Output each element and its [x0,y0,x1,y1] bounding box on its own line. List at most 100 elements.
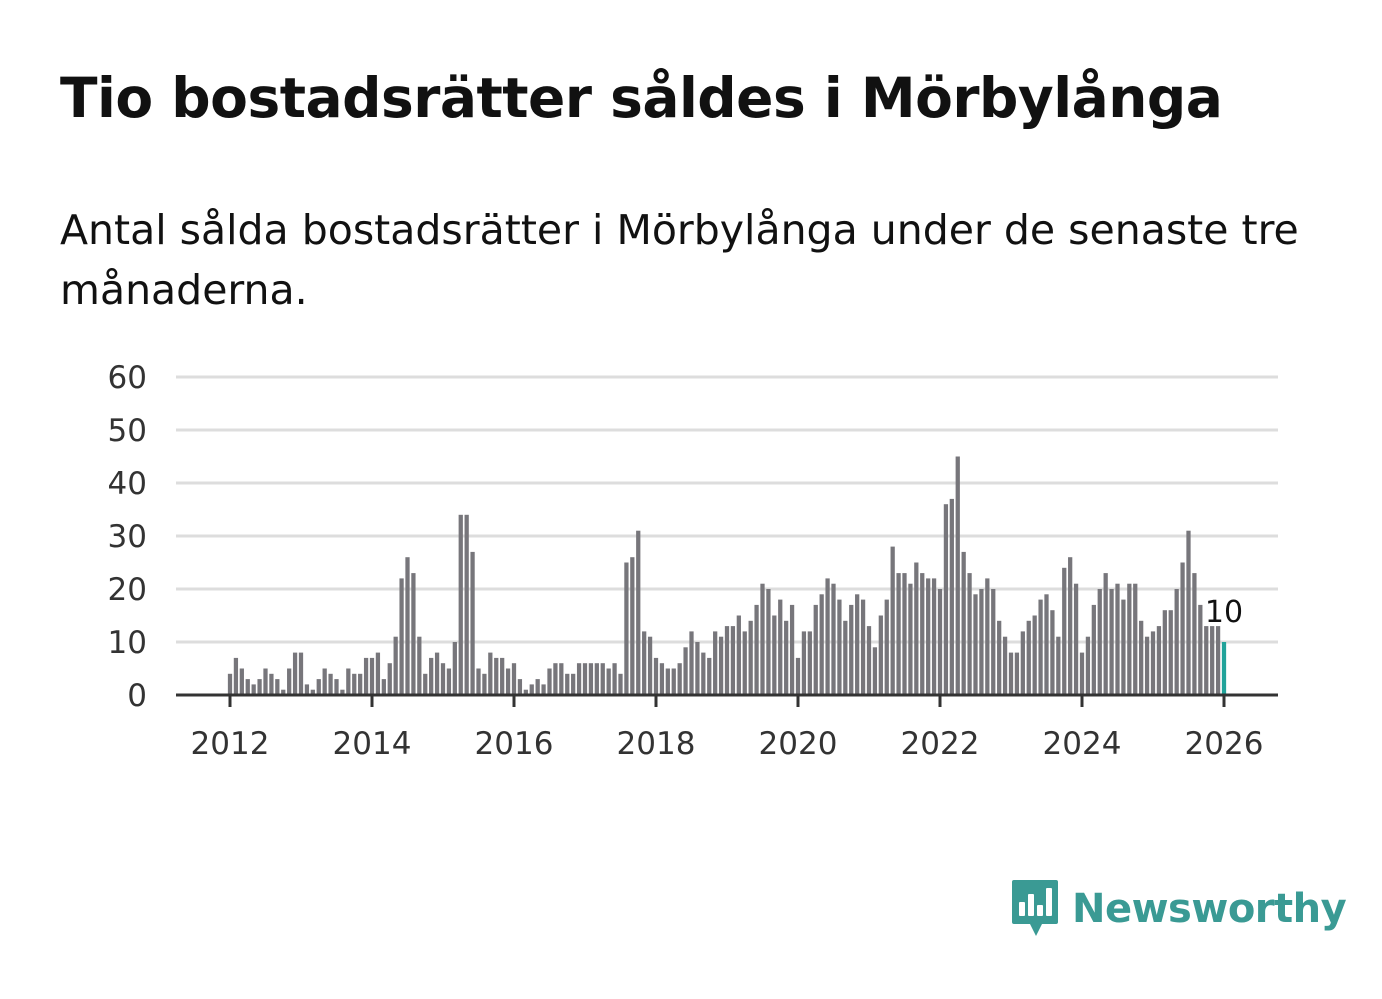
bar [505,668,511,695]
bar [423,673,428,695]
bar [559,663,564,695]
bar [476,668,481,695]
bar [1121,599,1126,695]
bar [825,578,830,695]
bar [440,663,446,695]
bar [831,583,836,695]
bar [257,679,262,695]
bar [695,642,700,695]
bar [381,679,386,695]
bar [1198,604,1203,695]
bar [328,673,333,695]
bar [529,684,534,695]
y-tick-label: 30 [108,519,147,555]
bar [807,631,812,695]
bar [310,689,315,695]
bar [1133,583,1138,695]
bar [340,689,345,695]
bar [860,599,866,695]
bar [292,652,298,695]
bar [612,663,617,695]
bar [269,673,274,695]
bar [701,652,706,695]
bar [1044,594,1049,695]
bar [1150,631,1156,695]
chart-title: Tio bostadsrätter såldes i Mörbylånga [60,66,1223,130]
bar [937,589,943,695]
x-axis-labels: 2012 2014 2016 2018 2020 2022 2024 2026 [191,726,1264,762]
bar [724,626,730,695]
bar [275,679,280,695]
bar [718,636,724,695]
bar [819,594,824,695]
bar [943,504,949,695]
bar [665,668,670,695]
bar [417,636,422,695]
bar [760,583,765,695]
bar [1210,626,1215,695]
x-tick-label: 2012 [191,726,270,762]
bar [387,663,392,695]
bar [671,668,676,695]
bar [967,573,972,695]
bar [795,657,801,695]
bar [973,594,978,695]
bar [730,626,736,695]
bar [375,652,381,695]
bar [1192,573,1197,695]
bar [1026,620,1031,695]
bar [298,652,304,695]
bar [1014,652,1020,695]
bar [813,604,818,695]
bar [890,546,895,695]
bar [991,589,996,695]
bar [1038,599,1043,695]
bar [352,673,357,695]
bar [1115,583,1120,695]
bar [1204,626,1209,695]
x-tick-label: 2016 [475,726,554,762]
bar [1050,610,1055,695]
x-tick-label: 2022 [901,726,980,762]
x-axis-ticks [228,695,1226,707]
bar [742,631,747,695]
bar [1144,636,1150,695]
x-tick-label: 2020 [759,726,838,762]
y-tick-label: 60 [108,360,147,396]
bar [233,657,239,695]
bar [535,679,540,695]
bar [659,663,665,695]
bar [872,647,878,695]
bar [434,652,440,695]
bar [1002,636,1008,695]
bar [399,578,404,695]
bar [618,673,623,695]
bar [494,657,499,695]
bar [263,668,268,695]
y-tick-label: 40 [108,466,147,502]
bar [837,599,842,695]
bar [464,514,469,695]
bar [1103,573,1108,695]
bar [281,689,286,695]
bar [1168,610,1173,695]
bar [647,636,653,695]
bar [1091,604,1096,695]
bar [452,642,457,695]
bar [304,684,310,695]
bar [334,679,339,695]
bar [1097,589,1102,695]
brand-logo[interactable]: Newsworthy [1010,878,1347,940]
last-value-annotation: 10 [1205,595,1243,630]
bar [1020,631,1025,695]
bar [1139,620,1144,695]
bar [908,583,913,695]
bar [630,557,635,695]
bar [789,604,795,695]
bar [902,573,907,695]
bar [393,636,398,695]
bar [227,673,233,695]
bar [642,631,647,695]
bar [766,589,771,695]
bar [316,679,321,695]
